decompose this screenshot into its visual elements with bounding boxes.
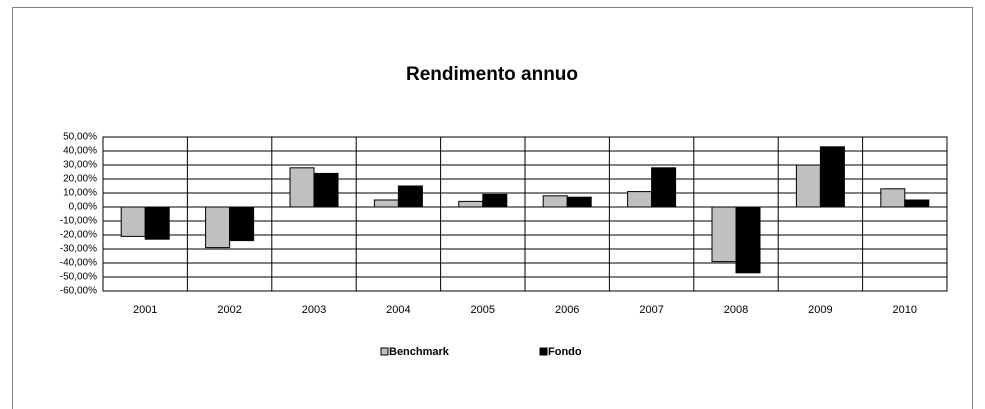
x-tick-label: 2009 [808,304,832,316]
bar [711,206,737,263]
bar [482,193,508,208]
bar [313,172,339,208]
y-tick-label: 30,00% [63,160,97,171]
bar [144,206,170,240]
legend-label: Fondo [548,346,582,358]
y-tick-label: -50,00% [60,272,97,283]
bar [373,199,399,208]
x-tick-label: 2005 [471,304,495,316]
bar [795,164,821,208]
bar [289,167,315,208]
y-tick-label: 50,00% [63,132,97,143]
x-tick-label: 2010 [893,304,917,316]
chart-frame [12,7,973,409]
y-tick-label: -60,00% [60,286,97,297]
y-tick-label: -10,00% [60,216,97,227]
legend-swatch [539,347,548,356]
bar [458,200,484,208]
x-tick-label: 2008 [724,304,748,316]
legend-swatch [380,347,389,356]
bar [651,167,677,208]
legend-label: Benchmark [389,346,450,358]
bar [627,191,653,208]
bar [880,188,906,208]
plot-area [102,136,948,292]
bar [566,196,592,208]
y-tick-label: 10,00% [63,188,97,199]
y-tick-label: -30,00% [60,244,97,255]
y-tick-label: 20,00% [63,174,97,185]
y-tick-label: 0,00% [69,202,97,213]
bar [735,206,761,274]
x-tick-label: 2004 [386,304,410,316]
x-tick-label: 2007 [639,304,663,316]
x-tick-label: 2001 [133,304,157,316]
bar [904,199,930,208]
bar [397,185,423,208]
bar [819,146,845,208]
y-tick-label: -40,00% [60,258,97,269]
chart-title: Rendimento annuo [406,64,578,85]
x-tick-label: 2003 [302,304,326,316]
bar [205,206,231,249]
bar [120,206,146,237]
x-tick-label: 2006 [555,304,579,316]
y-tick-label: 40,00% [63,146,97,157]
bar [542,195,568,208]
y-tick-label: -20,00% [60,230,97,241]
x-tick-label: 2002 [217,304,241,316]
bar [229,206,255,242]
